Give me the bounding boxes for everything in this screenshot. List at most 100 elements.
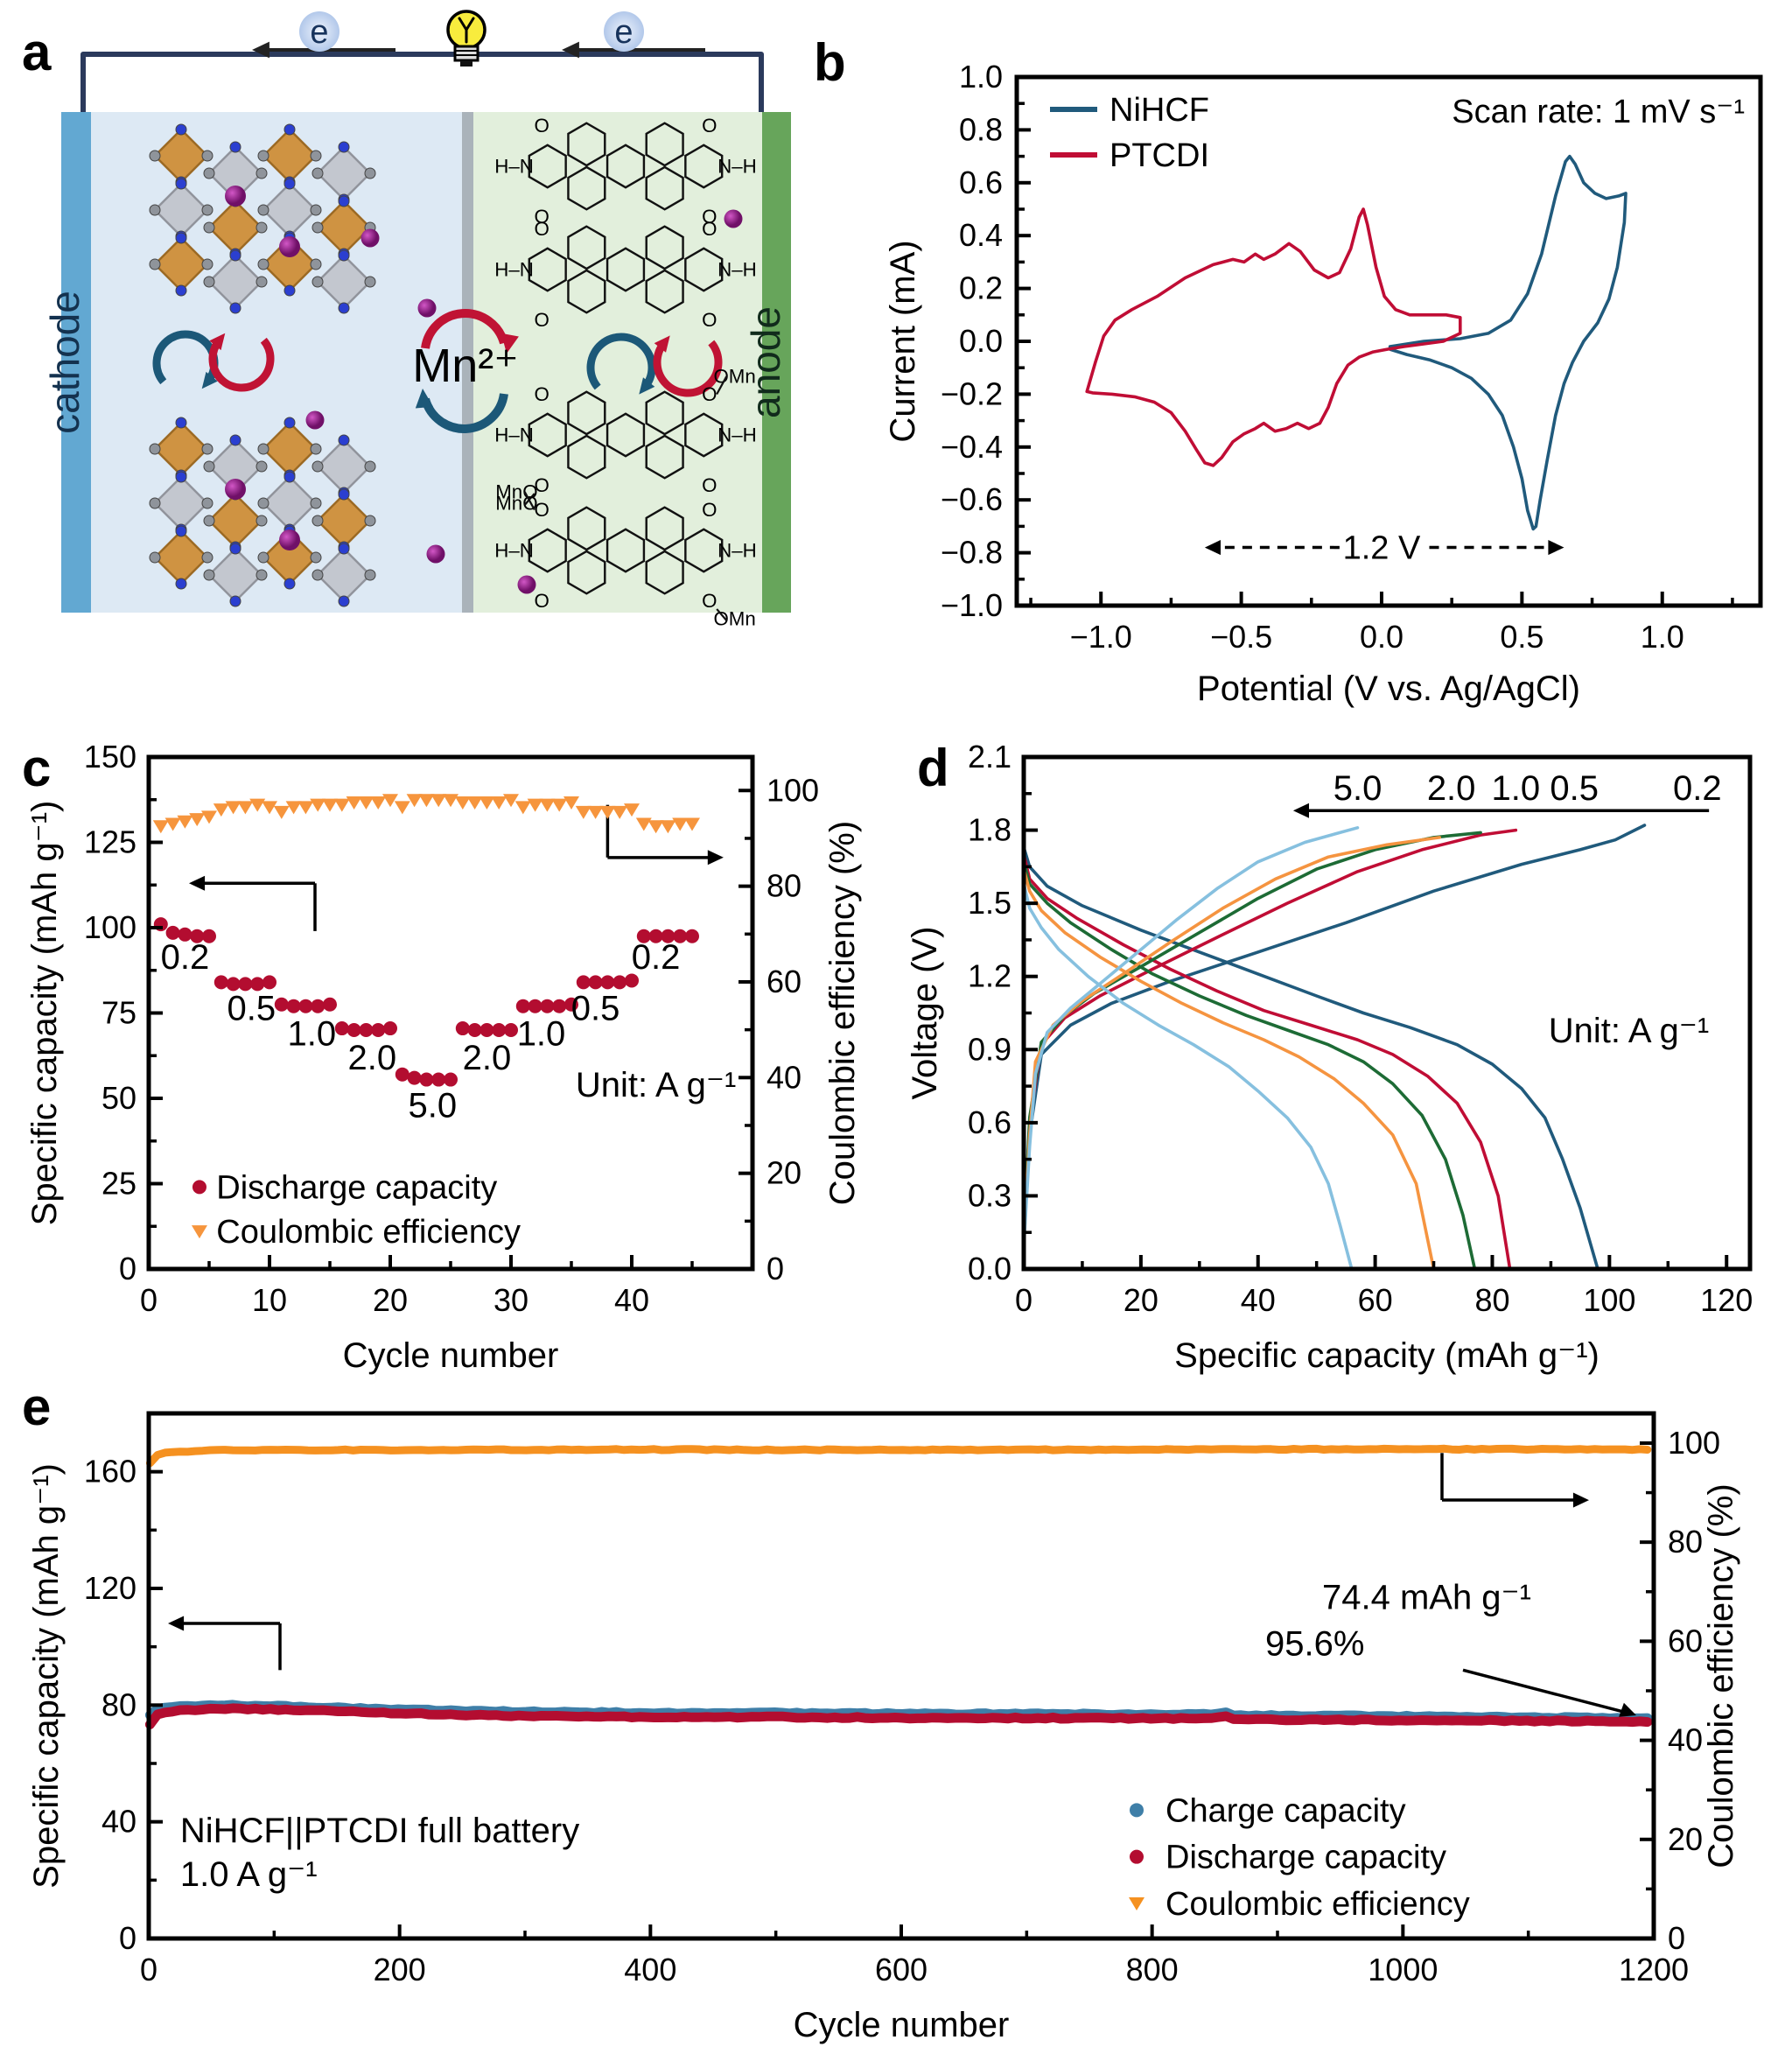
- discharge-capacity-point: [612, 975, 627, 990]
- rate-label: 0.2: [632, 938, 681, 977]
- final-retention-note: 95.6%: [1265, 1625, 1364, 1664]
- discharge-curve-5.0: [1022, 882, 1354, 1271]
- coulombic-efficiency-point: [346, 796, 362, 810]
- discharge-capacity-point: [178, 927, 192, 942]
- coulombic-efficiency-point: [503, 794, 519, 808]
- y-tick-label: 50: [102, 1080, 136, 1116]
- discharge-capacity-point: [552, 999, 567, 1013]
- panel-label-a: a: [22, 23, 52, 81]
- discharge-capacity-point: [262, 975, 276, 990]
- y-tick-label: 25: [102, 1166, 136, 1202]
- y-tick-label: 0: [119, 1920, 136, 1956]
- mn-ion-dot: [517, 575, 536, 594]
- omn-label: OMn: [713, 608, 755, 630]
- coulombic-efficiency-point: [298, 801, 314, 815]
- mno-label: MnO: [495, 480, 537, 502]
- x-tick-label: 100: [1583, 1282, 1635, 1318]
- coulombic-efficiency-point: [454, 796, 471, 810]
- y2-tick-label: 20: [766, 1155, 802, 1191]
- coulombic-efficiency-point: [164, 817, 181, 831]
- svg-text:O: O: [535, 218, 550, 240]
- x-tick-label: 1.0: [1641, 619, 1684, 655]
- svg-text:O: O: [535, 383, 550, 405]
- y2-tick-label: 80: [1668, 1524, 1703, 1560]
- x-tick-label: 0: [140, 1952, 158, 1987]
- electron-label: e: [310, 14, 328, 51]
- electron-icon: [604, 11, 644, 52]
- rate-label: 5.0: [408, 1086, 457, 1125]
- electron-icon: [299, 11, 340, 52]
- x-tick-label: 0.5: [1500, 619, 1544, 655]
- discharge-curve-0.2: [1022, 845, 1600, 1271]
- x-axis-title: Specific capacity (mAh g⁻¹): [1174, 1336, 1600, 1375]
- y-axis-title: Specific capacity (mAh g⁻¹): [25, 801, 64, 1226]
- discharge-capacity-point: [323, 997, 337, 1012]
- y-tick-label: 40: [102, 1804, 136, 1840]
- discharge-capacity-point: [528, 999, 542, 1013]
- y-tick-label: 0.3: [968, 1177, 1012, 1213]
- discharge-capacity-point: [165, 925, 180, 940]
- anode-label: anode: [743, 306, 788, 418]
- y-tick-label: 0.9: [968, 1031, 1012, 1067]
- y-tick-label: 0: [119, 1251, 136, 1286]
- coulombic-efficiency-point: [177, 815, 193, 829]
- svg-text:O: O: [535, 115, 550, 137]
- coulombic-efficiency-point: [237, 801, 254, 815]
- discharge-capacity-point: [371, 1023, 386, 1037]
- plot-frame: [1014, 74, 1763, 608]
- rate-label: 2.0: [347, 1039, 396, 1077]
- discharge-capacity-point: [455, 1021, 470, 1036]
- coulombic-efficiency-point: [551, 798, 568, 812]
- y-tick-label: 100: [84, 909, 136, 945]
- coulombic-efficiency-point: [514, 801, 531, 815]
- y-tick-label: 0.0: [968, 1251, 1012, 1286]
- y2-tick-label: 80: [766, 868, 802, 904]
- y2-axis-title: Coulombic efficiency (%): [823, 821, 862, 1205]
- unit-note: Unit: A g⁻¹: [576, 1066, 736, 1104]
- y-tick-label: 2.1: [968, 739, 1012, 775]
- discharge-capacity-point: [286, 999, 301, 1013]
- cycle-arrow: [586, 333, 656, 403]
- charge-curve-5.0: [1022, 826, 1360, 1249]
- discharge-capacity-point: [467, 1023, 482, 1037]
- mn-ion-dot: [724, 209, 743, 228]
- y2-tick-label: 60: [1668, 1623, 1703, 1658]
- discharge-curve-2.0: [1022, 867, 1436, 1271]
- y-tick-label: 0.2: [959, 270, 1003, 306]
- x-tick-label: 0: [1015, 1282, 1032, 1318]
- rate-label: 0.2: [1673, 769, 1722, 808]
- mn-ion-dot: [417, 298, 437, 318]
- x-tick-label: 80: [1474, 1282, 1509, 1318]
- y-tick-label: 0.0: [959, 323, 1003, 359]
- discharge-capacity-point: [515, 999, 530, 1013]
- nh-label: N–H: [718, 258, 757, 280]
- plot-frame: [1021, 754, 1753, 1272]
- discharge-capacity-point: [661, 929, 676, 943]
- discharge-capacity-point: [600, 975, 615, 990]
- electron-label: e: [614, 14, 633, 51]
- y2-tick-label: 60: [766, 964, 802, 999]
- coulombic-efficiency-point: [564, 796, 579, 810]
- x-tick-label: 0: [140, 1282, 158, 1318]
- cycle-arrow: [152, 330, 219, 396]
- legend-label: Coulombic efficiency: [216, 1214, 521, 1251]
- discharge-capacity-band: [144, 1703, 1653, 1729]
- coulombic-efficiency-point: [660, 820, 676, 834]
- current-note: 1.0 A g⁻¹: [180, 1855, 318, 1894]
- y-tick-label: −1.0: [941, 587, 1003, 623]
- charge-curve-1.0: [1022, 831, 1482, 1244]
- x-tick-label: 40: [1241, 1282, 1276, 1318]
- discharge-capacity-point: [492, 1023, 507, 1037]
- discharge-capacity-point: [311, 999, 326, 1013]
- y-tick-label: 120: [84, 1570, 136, 1606]
- coulombic-efficiency-point: [322, 798, 338, 812]
- mn-ion-dot: [426, 544, 445, 564]
- y-tick-label: 1.8: [968, 812, 1012, 848]
- cv-curve-PTCDI: [1085, 207, 1462, 467]
- y-tick-label: 125: [84, 824, 136, 860]
- nihcf-crystal: [149, 123, 376, 314]
- cathode-electrolyte-region: [91, 112, 462, 613]
- discharge-capacity-point: [298, 999, 313, 1013]
